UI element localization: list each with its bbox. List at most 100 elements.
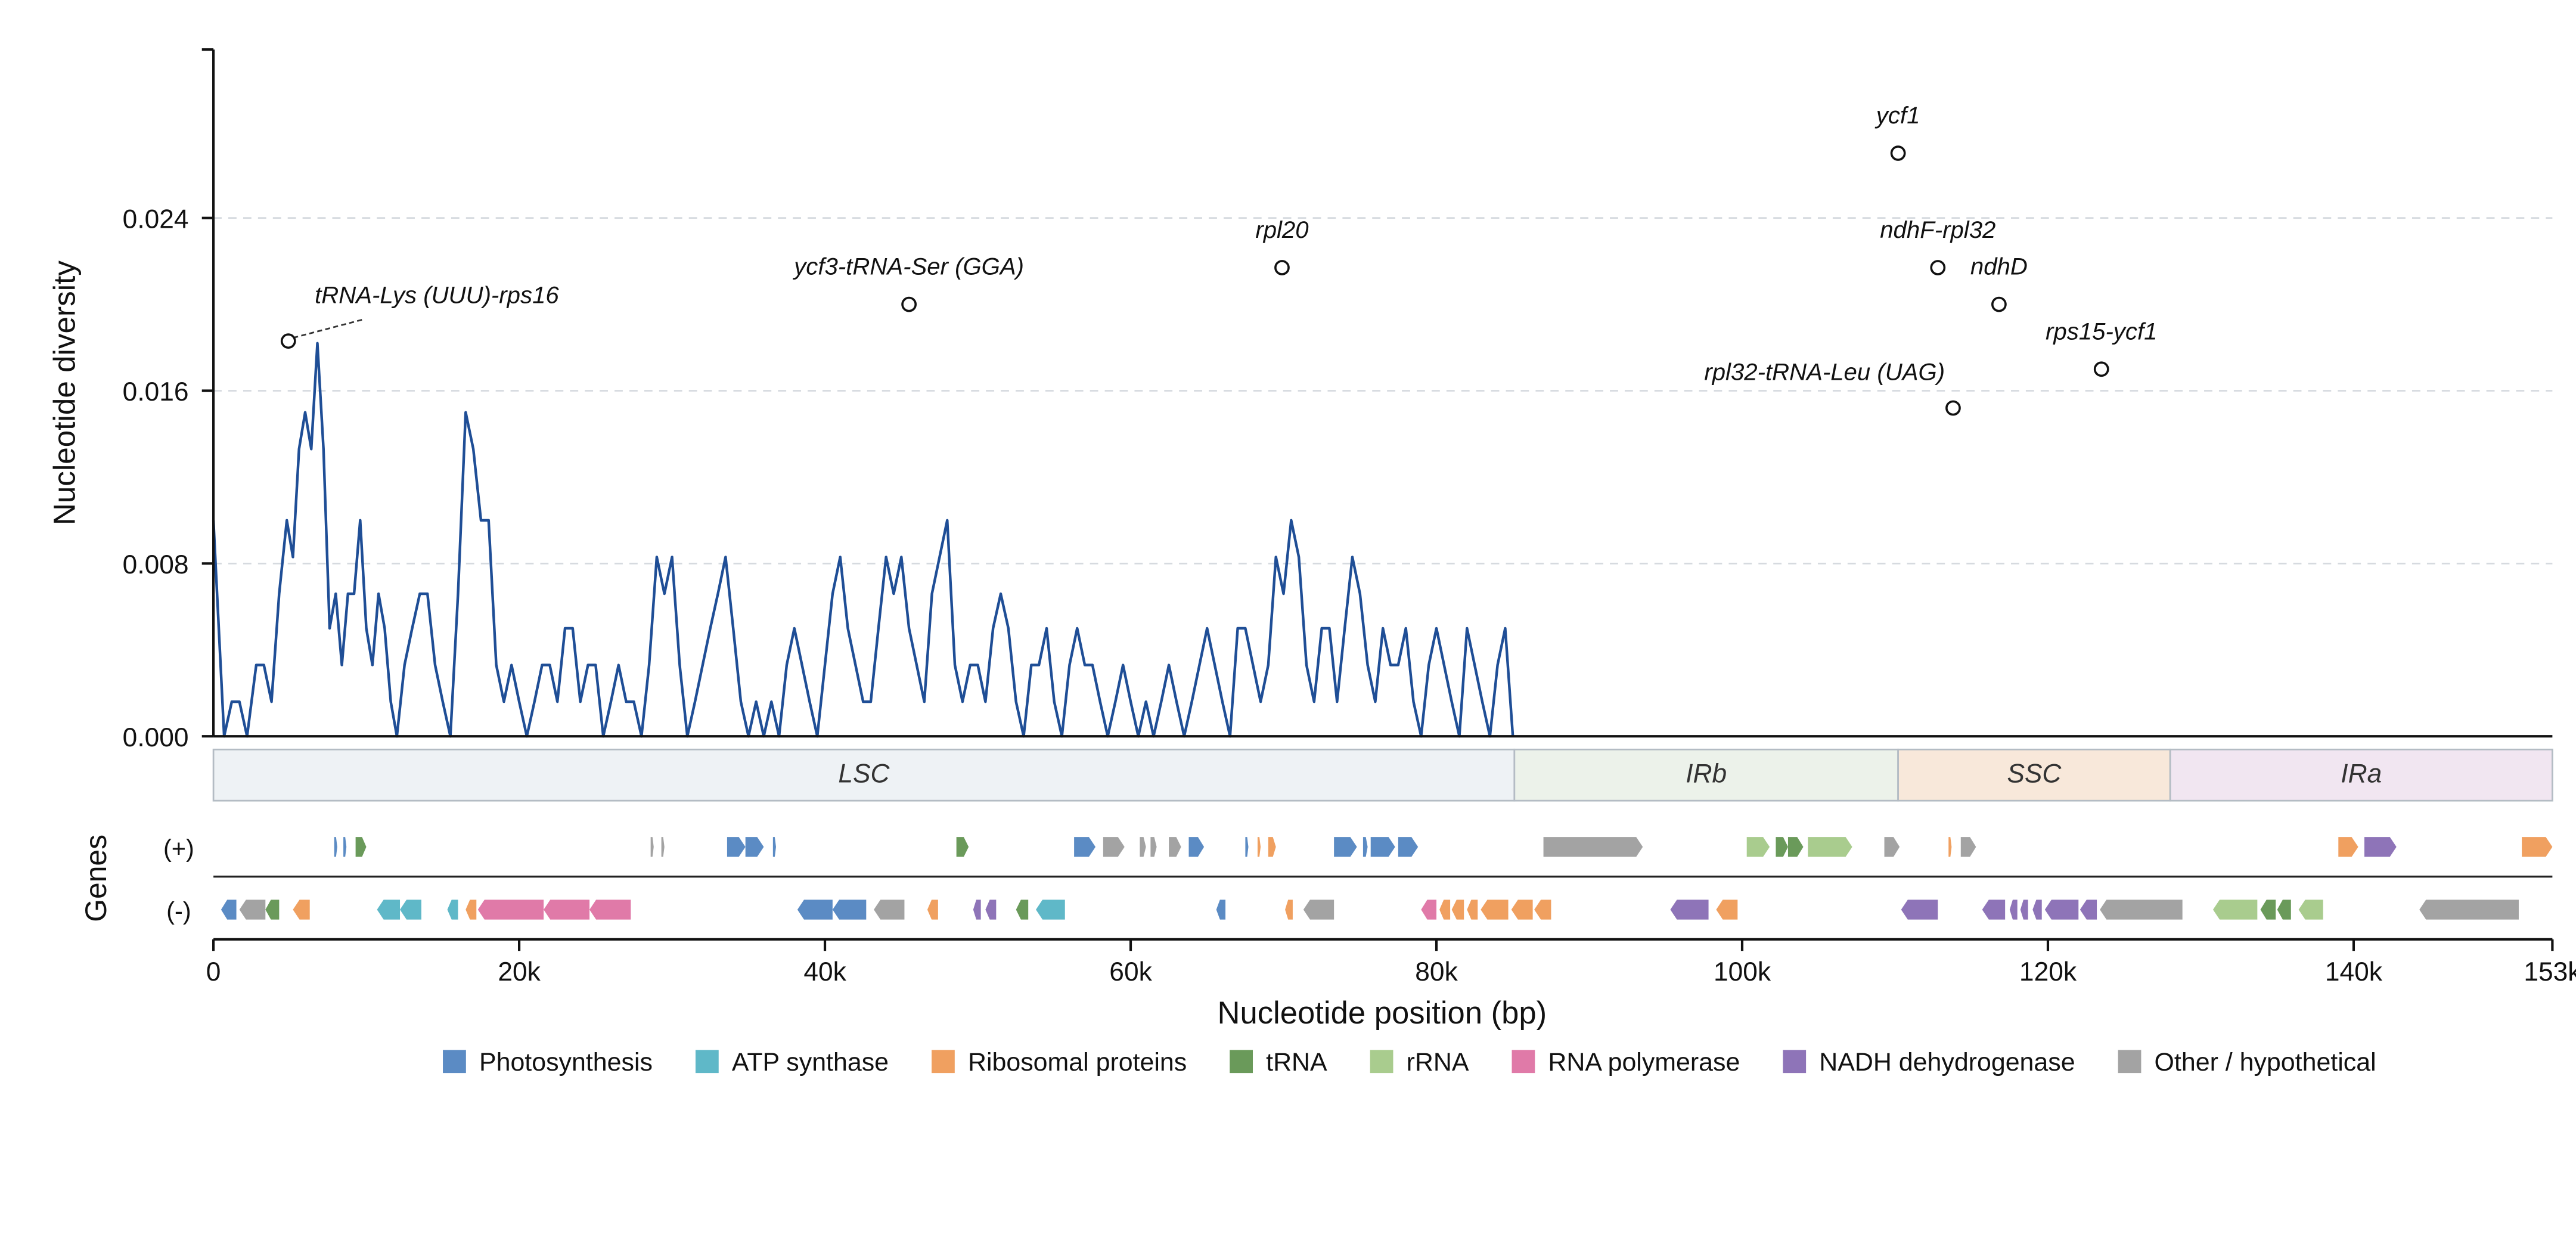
y-axis-label: Nucleotide diversity [47, 260, 81, 525]
gene-feature [1140, 837, 1146, 857]
genes-axis-label: Genes [79, 835, 113, 922]
gene-feature [1268, 837, 1276, 857]
gene-feature [874, 900, 905, 920]
peak-label: ycf1 [1874, 102, 1920, 129]
gene-feature [1285, 900, 1293, 920]
gene-feature [1948, 837, 1952, 857]
gene-feature [650, 837, 654, 857]
gene-feature [2298, 900, 2323, 920]
peak-marker [2093, 361, 2109, 377]
gene-feature [956, 837, 969, 857]
gene-feature [797, 900, 833, 920]
gene-feature [2338, 837, 2358, 857]
region-label: IRa [2341, 759, 2382, 789]
annotation-leader-line [293, 318, 363, 339]
gene-feature [1787, 837, 1804, 857]
gene-feature [334, 837, 337, 857]
peak-label: rps15-ycf1 [2046, 318, 2157, 345]
region-label: SSC [2007, 759, 2062, 789]
legend-label: ATP synthase [732, 1048, 889, 1077]
legend-label: Ribosomal proteins [968, 1048, 1187, 1077]
x-axis-label: Nucleotide position (bp) [1217, 995, 1547, 1031]
gene-feature [832, 900, 867, 920]
gene-feature [985, 900, 997, 920]
y-tick-label: 0.024 [123, 204, 189, 234]
gene-feature [661, 837, 665, 857]
gene-feature [2009, 900, 2018, 920]
gene-feature [355, 837, 367, 857]
gene-feature [2277, 900, 2291, 920]
legend-label: RNA polymerase [1548, 1048, 1740, 1077]
legend-swatch [1783, 1050, 1807, 1074]
peak-marker [1945, 400, 1961, 416]
gene-feature [1451, 900, 1464, 920]
region-block [1897, 748, 2171, 802]
gene-feature [727, 837, 746, 857]
gene-feature [973, 900, 981, 920]
gene-feature [1746, 837, 1770, 857]
gene-feature [2020, 900, 2028, 920]
legend-swatch [1230, 1050, 1253, 1074]
gene-feature [2032, 900, 2042, 920]
gene-feature [1074, 837, 1096, 857]
diversity-series [212, 342, 1514, 738]
gene-feature [1188, 837, 1205, 857]
gene-feature [1982, 900, 2006, 920]
legend-swatch [932, 1050, 955, 1074]
region-label: LSC [838, 759, 890, 789]
gene-feature [1334, 837, 1357, 857]
peak-annotations: tRNA-Lys (UUU)-rps16 ycf3-tRNA-Ser (GGA) r… [280, 102, 2157, 416]
y-gridlines [213, 217, 2553, 565]
y-tick-label: 0.016 [123, 377, 189, 407]
gene-feature [1169, 837, 1181, 857]
legend: Photosynthesis ATP synthase Ribosomal prot… [443, 1048, 2376, 1077]
gene-feature [1257, 837, 1261, 857]
gene-feature [1534, 900, 1551, 920]
x-tick-label: 40k [803, 957, 846, 987]
peak-marker [1274, 260, 1290, 275]
peak-label: ndhF-rpl32 [1880, 216, 1995, 243]
gene-feature [1421, 900, 1437, 920]
legend-label: Other / hypothetical [2155, 1048, 2376, 1077]
gene-feature [544, 900, 590, 920]
gene-feature [239, 900, 266, 920]
legend-label: NADH dehydrogenase [1819, 1048, 2075, 1077]
gene-feature [1481, 900, 1509, 920]
gene-feature [477, 900, 544, 920]
gene-feature [265, 900, 280, 920]
gene-feature [1036, 900, 1065, 920]
peak-marker [901, 296, 917, 312]
diversity-line [212, 342, 1514, 738]
region-block [212, 748, 1516, 802]
gene-feature [2364, 837, 2397, 857]
gene-feature [1670, 900, 1709, 920]
gene-feature [465, 900, 477, 920]
legend-swatch [695, 1050, 719, 1074]
gene-feature [1398, 837, 1419, 857]
strand-minus-label: (-) [166, 897, 191, 925]
peak-label: tRNA-Lys (UUU)-rps16 [315, 281, 559, 308]
gene-feature [2419, 900, 2519, 920]
x-tick-label: 20k [498, 957, 541, 987]
gene-feature [377, 900, 401, 920]
gene-feature [1776, 837, 1788, 857]
gene-feature [1543, 837, 1643, 857]
x-tick-label: 100k [1714, 957, 1771, 987]
gene-feature [1103, 837, 1125, 857]
peak-label: rpl20 [1255, 216, 1308, 243]
gene-feature [447, 900, 458, 920]
gene-feature [1960, 837, 1976, 857]
region-block [1513, 748, 1899, 802]
x-tick-label: 120k [2019, 957, 2077, 987]
gene-feature [343, 837, 347, 857]
x-tick-label: 0 [206, 957, 221, 987]
gene-feature [2100, 900, 2183, 920]
legend-label: Photosynthesis [479, 1048, 653, 1077]
genome-region-bar: LSC IRb SSC IRa [212, 748, 2553, 802]
x-tick-label: 140k [2325, 957, 2383, 987]
legend-swatch [1370, 1050, 1393, 1074]
gene-feature [1150, 837, 1157, 857]
gene-feature [293, 900, 310, 920]
legend-swatch [443, 1050, 466, 1074]
